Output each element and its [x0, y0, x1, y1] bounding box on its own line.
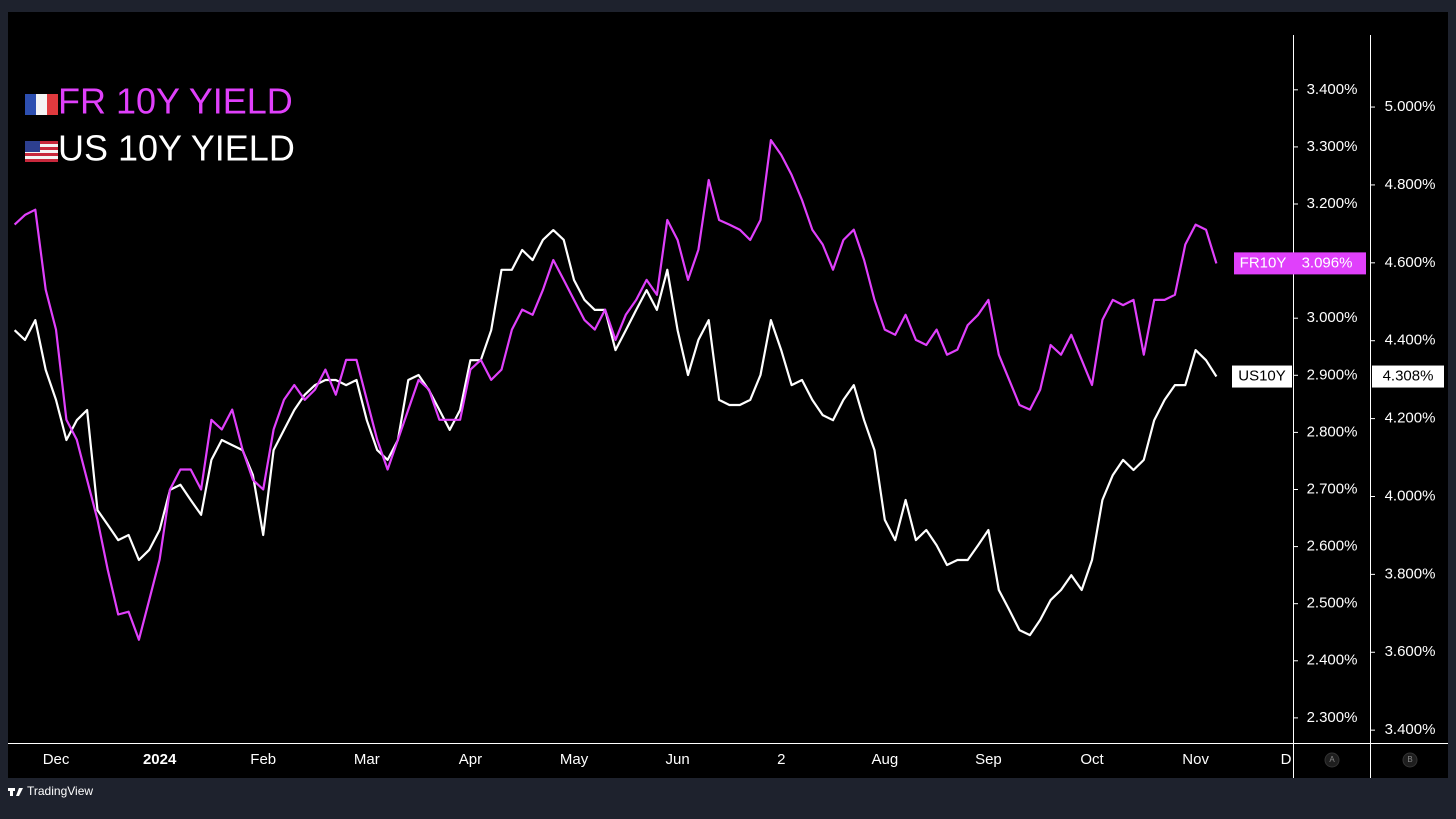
y2-tick-label: 3.600%	[1385, 643, 1436, 660]
x-tick-label: Apr	[459, 751, 482, 768]
y-tick-label: 2.900%	[1307, 366, 1358, 383]
y-tick-label: 2.600%	[1307, 538, 1358, 555]
brand: TradingView	[27, 784, 93, 798]
chart-background	[8, 12, 1448, 778]
y-tick-label: 3.000%	[1307, 309, 1358, 326]
y-tick-label: 3.300%	[1307, 138, 1358, 155]
y2-tick-label: 4.400%	[1385, 332, 1436, 349]
price-label-name: FR10Y	[1240, 254, 1287, 271]
series-line	[13, 139, 1218, 641]
legend-entry: US 10Y YIELD	[58, 128, 295, 169]
tradingview-logo	[8, 788, 23, 796]
us-flag	[25, 141, 58, 162]
axis-button-label: A	[1329, 755, 1335, 764]
x-tick-label: Oct	[1080, 751, 1104, 768]
x-tick-label: Dec	[43, 751, 70, 768]
x-tick-label: Aug	[871, 751, 898, 768]
x-tick-label: 2024	[143, 751, 177, 768]
y2-tick-label: 3.400%	[1385, 721, 1436, 738]
axis-button	[1402, 752, 1418, 768]
x-tick-label: Feb	[250, 751, 276, 768]
y2-tick-label: 3.800%	[1385, 565, 1436, 582]
x-tick-label: Jun	[666, 751, 690, 768]
price-label-value: 4.308%	[1383, 368, 1434, 385]
price-label-name: US10Y	[1238, 368, 1286, 385]
y2-tick-label: 5.000%	[1385, 98, 1436, 115]
price-label-box	[1232, 365, 1292, 388]
x-tick-label: Mar	[354, 751, 380, 768]
fr-flag	[25, 94, 58, 115]
price-label-box	[1372, 365, 1444, 388]
x-tick-label: Nov	[1182, 751, 1209, 768]
price-label-box	[1234, 252, 1366, 275]
y-tick-label: 2.300%	[1307, 709, 1358, 726]
axis-button-label: B	[1407, 755, 1412, 764]
y2-tick-label: 4.200%	[1385, 410, 1436, 427]
x-tick-label: D	[1281, 751, 1292, 768]
y2-tick-label: 4.600%	[1385, 254, 1436, 271]
y-tick-label: 2.800%	[1307, 423, 1358, 440]
y-tick-label: 2.400%	[1307, 652, 1358, 669]
axis-button	[1324, 752, 1340, 768]
x-tick-label: May	[560, 751, 589, 768]
y-tick-label: 3.400%	[1307, 81, 1358, 98]
legend-entry: FR 10Y YIELD	[58, 81, 293, 122]
y2-tick-label: 4.800%	[1385, 176, 1436, 193]
y-tick-label: 2.500%	[1307, 595, 1358, 612]
y2-tick-label: 4.000%	[1385, 487, 1436, 504]
y-tick-label: 2.700%	[1307, 480, 1358, 497]
price-label-value: 3.096%	[1302, 254, 1353, 271]
y-tick-label: 3.200%	[1307, 195, 1358, 212]
x-tick-label: Sep	[975, 751, 1002, 768]
x-tick-label: 2	[777, 751, 785, 768]
series-line	[13, 229, 1218, 637]
